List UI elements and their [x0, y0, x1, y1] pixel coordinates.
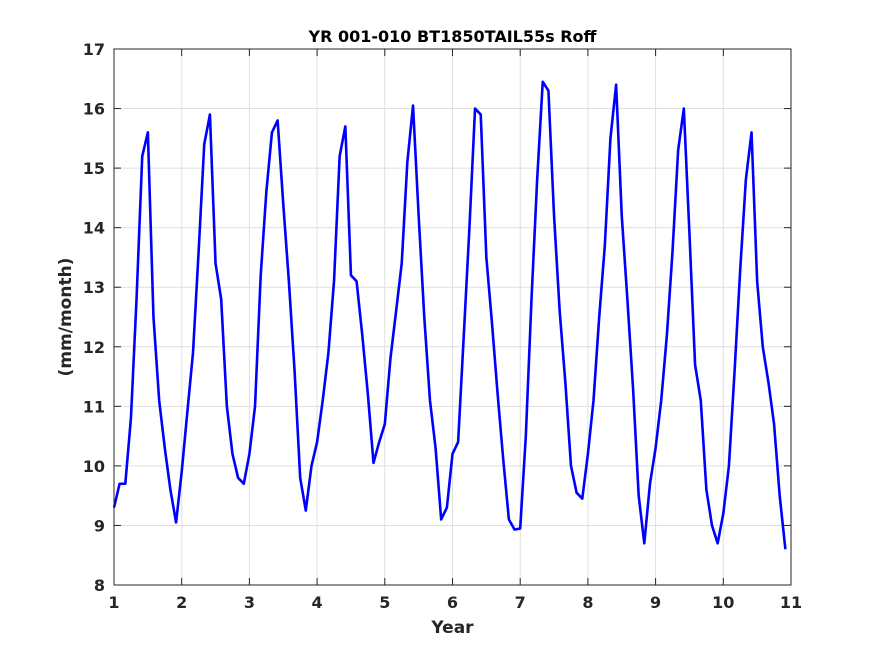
- y-tick-label: 16: [83, 100, 105, 119]
- x-tick-label: 10: [712, 593, 734, 612]
- y-tick-label: 9: [94, 516, 105, 535]
- y-tick-label: 8: [94, 576, 105, 595]
- x-tick-label: 2: [176, 593, 187, 612]
- x-tick-label: 8: [582, 593, 593, 612]
- x-tick-label: 7: [515, 593, 526, 612]
- y-tick-label: 15: [83, 159, 105, 178]
- y-tick-label: 10: [83, 457, 105, 476]
- x-tick-label: 1: [108, 593, 119, 612]
- y-tick-label: 14: [83, 219, 105, 238]
- x-tick-label: 6: [447, 593, 458, 612]
- chart-title: YR 001-010 BT1850TAIL55s Roff: [308, 27, 598, 46]
- x-tick-label: 4: [312, 593, 323, 612]
- x-tick-label: 9: [650, 593, 661, 612]
- x-tick-label: 11: [780, 593, 802, 612]
- x-tick-label: 3: [244, 593, 255, 612]
- runoff-series-line: [112, 80, 787, 550]
- y-tick-label: 13: [83, 278, 105, 297]
- x-axis-label: Year: [430, 618, 474, 638]
- y-tick-label: 11: [83, 397, 105, 416]
- y-axis-label: (mm/month): [56, 258, 76, 377]
- axes: [113, 48, 792, 586]
- x-tick-label: 5: [379, 593, 390, 612]
- series-layer: [112, 80, 787, 550]
- y-tick-label: 12: [83, 338, 105, 357]
- y-tick-label: 17: [83, 40, 105, 59]
